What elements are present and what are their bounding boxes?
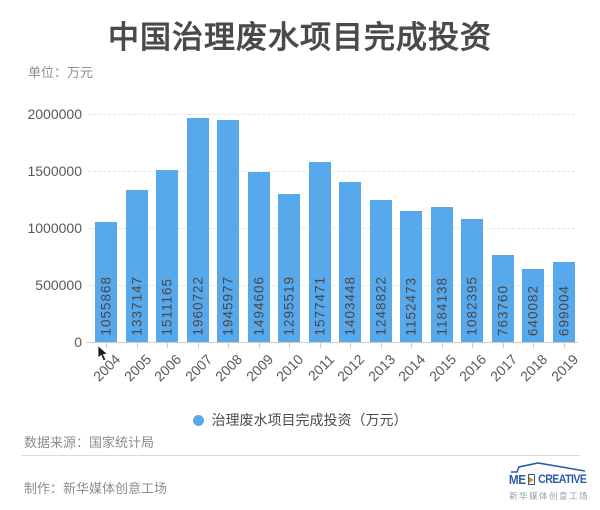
bar-value-label: 1295519 <box>281 276 297 336</box>
logo-wordmark: ME CREATIVE <box>509 472 587 487</box>
data-source-label: 数据来源：国家统计局 <box>24 435 155 450</box>
credit-label: 制作：新华媒体创意工场 <box>24 481 168 496</box>
x-axis-label: 2019 <box>547 351 581 385</box>
bar-value-label: 1152473 <box>403 277 419 336</box>
legend-marker-icon <box>192 414 204 426</box>
y-gridline <box>88 228 575 229</box>
y-gridline <box>88 171 575 172</box>
bar-value-label: 1960722 <box>190 276 205 336</box>
x-axis-label: 2011 <box>304 351 337 384</box>
bar-value-label: 640082 <box>525 284 541 336</box>
mouse-cursor-icon <box>97 345 109 362</box>
bar-value-label: 1184138 <box>434 277 449 336</box>
y-axis-label: 1000000 <box>27 220 82 236</box>
bar: 1152473 <box>400 210 422 342</box>
bar-value-label: 1494606 <box>251 276 266 336</box>
x-axis-tick <box>472 342 473 348</box>
unit-label: 单位：万元 <box>28 65 94 80</box>
legend-label: 治理废水项目完成投资（万元） <box>211 412 408 428</box>
x-axis-tick <box>411 342 412 348</box>
bar: 1494606 <box>247 171 270 342</box>
x-axis-label: 2004 <box>89 351 124 385</box>
y-axis-label: 2000000 <box>27 106 82 122</box>
x-axis-label: 2008 <box>211 351 246 385</box>
y-axis-label: 500000 <box>35 277 82 293</box>
x-axis-tick <box>441 342 443 348</box>
bar: 1511165 <box>156 169 178 342</box>
bar: 763760 <box>491 254 514 342</box>
bar: 1184138 <box>430 207 453 342</box>
x-axis-label: 2015 <box>425 351 459 385</box>
logo-play-icon <box>527 474 535 485</box>
bar: 1295519 <box>278 194 300 342</box>
bar: 1960722 <box>186 118 209 342</box>
x-axis-label: 2007 <box>181 351 215 385</box>
bar-value-label: 1248822 <box>373 276 388 336</box>
y-gridline <box>88 114 575 115</box>
bar: 640082 <box>522 269 544 342</box>
bar-value-label: 699004 <box>556 284 571 336</box>
x-axis-tick <box>289 342 290 348</box>
x-axis-label: 2013 <box>364 351 398 385</box>
bar: 1945977 <box>217 120 239 342</box>
bar: 699004 <box>552 262 575 342</box>
x-axis-label: 2017 <box>486 351 520 385</box>
x-axis-tick <box>563 342 565 348</box>
y-axis-label: 0 <box>74 334 82 350</box>
x-axis-tick <box>258 342 260 348</box>
chart-title: 中国治理废水项目完成投资 <box>108 20 492 55</box>
x-axis-tick <box>136 342 138 348</box>
bar-value-label: 1082395 <box>464 276 480 336</box>
x-axis-tick <box>380 342 382 348</box>
footer-divider <box>21 455 580 456</box>
bar-value-label: 763760 <box>495 284 510 336</box>
y-axis-label: 1500000 <box>27 163 82 179</box>
x-axis-label: 2014 <box>394 351 429 385</box>
x-axis-label: 2016 <box>455 351 490 385</box>
x-axis-label: 2005 <box>120 351 154 385</box>
y-gridline <box>88 285 575 286</box>
x-axis-label: 2012 <box>333 351 368 385</box>
x-axis-label: 2010 <box>272 351 307 385</box>
bar-value-label: 1337147 <box>129 276 144 336</box>
x-axis-label: 2018 <box>516 351 551 385</box>
x-axis-tick <box>197 342 199 348</box>
bar-value-label: 1055868 <box>98 276 114 336</box>
bar: 1337147 <box>125 189 148 342</box>
x-axis-tick <box>106 342 107 348</box>
x-axis-label: 2009 <box>242 351 276 385</box>
legend: 治理废水项目完成投资（万元） <box>0 410 600 431</box>
x-axis-tick <box>502 342 504 348</box>
x-axis-tick <box>533 342 534 348</box>
bar-value-label: 1945977 <box>220 276 236 336</box>
bar: 1577471 <box>308 162 331 342</box>
x-axis-label: 2006 <box>150 351 185 385</box>
x-axis-line <box>86 342 578 343</box>
bar-value-label: 1511165 <box>159 278 175 336</box>
bar: 1403448 <box>339 182 361 342</box>
x-axis-tick <box>167 342 168 348</box>
bar: 1055868 <box>95 221 117 342</box>
bar-value-label: 1577471 <box>312 276 327 336</box>
x-axis-tick <box>319 342 321 348</box>
bar-value-label: 1403448 <box>342 276 358 336</box>
plot-area: 0 500000 1000000 1500000 2000000 1055868 2004 1… <box>27 106 581 385</box>
x-axis-tick <box>350 342 351 348</box>
logo-roof-icon <box>511 462 586 473</box>
logo: ME CREATIVE 新华媒体创意工场 <box>509 462 590 502</box>
x-axis-tick <box>228 342 229 348</box>
logo-subtext: 新华媒体创意工场 <box>509 491 590 501</box>
bar: 1248822 <box>369 199 392 342</box>
logo-text-creative: CREATIVE <box>537 473 587 486</box>
bar: 1082395 <box>461 218 483 342</box>
logo-text-me: ME <box>508 472 526 487</box>
